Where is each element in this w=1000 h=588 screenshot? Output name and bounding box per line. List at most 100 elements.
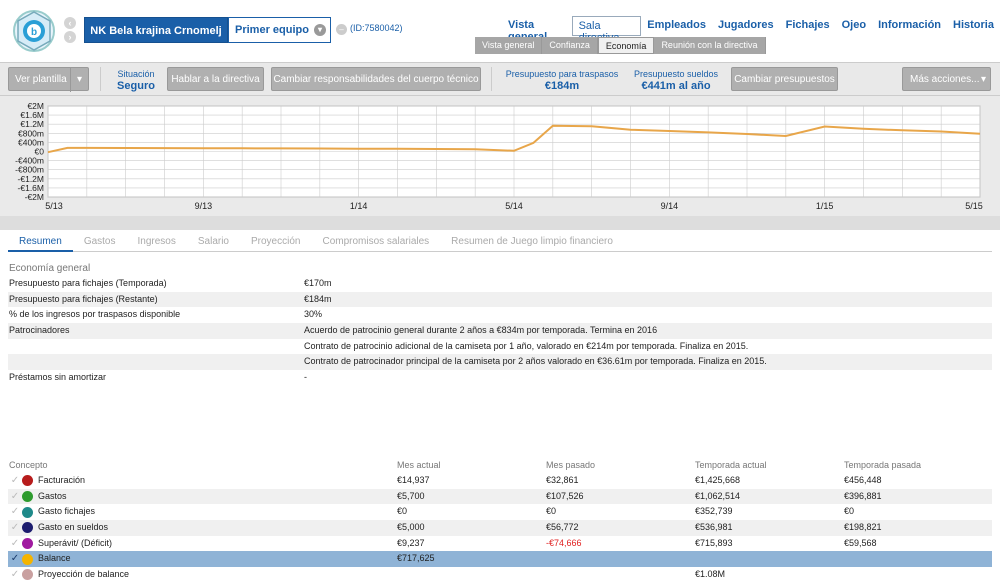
finance-row[interactable]: ✓ Gastos €5,700 €107,526 €1,062,514 €396,881 — [8, 488, 992, 505]
y-tick-label: €800m — [18, 128, 44, 138]
summary-row-value: 30% — [304, 309, 323, 320]
tab-gastos[interactable]: Gastos — [83, 236, 116, 247]
nav-informaci-n[interactable]: Información — [878, 19, 942, 31]
summary-title: Economía general — [9, 263, 91, 274]
splitter-bar[interactable] — [0, 216, 1000, 230]
concept-name: Proyección de balance — [38, 569, 130, 580]
balance-chart: €2M €1.6M €1.2M €800m €400m €0 -€400m -€800m -€1… — [0, 96, 1000, 216]
checkmark-icon[interactable]: ✓ — [10, 537, 20, 549]
concept-cell: ✓ Balance — [8, 551, 397, 567]
value-cell: €1,062,514 — [695, 490, 741, 501]
checkmark-icon[interactable]: ✓ — [10, 553, 20, 565]
view-template-button[interactable]: Ver plantilla ▾ — [8, 67, 89, 92]
x-tick-label: 9/13 — [195, 201, 213, 211]
subnav-vista-general[interactable]: Vista general — [475, 37, 543, 54]
club-name-button[interactable]: NK Bela krajina Crnomelj — [84, 17, 228, 43]
more-actions-label: Más acciones... — [910, 74, 980, 85]
wage-budget-value: €441m al año — [641, 80, 711, 92]
column-header[interactable]: Mes actual — [397, 460, 441, 470]
minus-icon[interactable]: – — [336, 24, 347, 35]
team-selector[interactable]: Primer equipo ▾ — [228, 17, 331, 43]
finance-row[interactable]: ✓ Gasto fichajes €0 €0 €352,739 €0 — [8, 504, 992, 520]
series-color-dot — [22, 538, 33, 550]
series-color-dot — [22, 506, 33, 518]
tab-salario[interactable]: Salario — [197, 236, 229, 247]
balance-line-chart: €2M€1.6M€1.2M€800m€400m€0-€400m-€800m-€1… — [15, 101, 983, 211]
summary-rows: Presupuesto para fichajes (Temporada) €17… — [8, 276, 992, 386]
series-color-dot — [22, 491, 33, 503]
value-cell: €0 — [844, 506, 855, 517]
chevron-down-icon[interactable]: ▾ — [314, 24, 326, 36]
finance-row[interactable]: ✓ Balance €717,625 — [8, 551, 992, 568]
summary-row-key: Patrocinadores — [9, 325, 70, 336]
column-header[interactable]: Concepto — [9, 460, 48, 470]
tab-resumen-de-juego-limpio-financiero[interactable]: Resumen de Juego limpio financiero — [451, 236, 613, 247]
summary-row-key — [8, 354, 304, 370]
subnav-reuni-n-con-la-directiva[interactable]: Reunión con la directiva — [654, 37, 766, 54]
value-cell — [546, 551, 695, 567]
value-cell: €352,739 — [695, 506, 733, 517]
tab-compromisos-salariales[interactable]: Compromisos salariales — [322, 236, 430, 247]
history-forward-button[interactable]: › — [64, 31, 76, 43]
finance-row[interactable]: ✓ Superávit/ (Déficit) €9,237 -€74,666 €715,… — [8, 536, 992, 552]
economy-summary: Economía general Presupuesto para fichaj… — [8, 262, 992, 386]
club-id: (ID:7580042) — [350, 23, 403, 33]
value-cell: €14,937 — [397, 475, 430, 485]
checkmark-icon[interactable]: ✓ — [10, 475, 20, 486]
view-template-label: Ver plantilla — [15, 74, 67, 85]
column-header[interactable]: Temporada pasada — [844, 460, 922, 470]
nav-empleados[interactable]: Empleados — [647, 19, 706, 31]
value-cell: €5,700 — [397, 490, 425, 501]
value-cell: €715,893 — [695, 537, 733, 548]
y-tick-label: -€2M — [25, 192, 44, 202]
nav-jugadores[interactable]: Jugadores — [717, 19, 774, 31]
column-header[interactable]: Temporada actual — [695, 460, 767, 470]
chevron-down-icon[interactable]: ▾ — [70, 68, 88, 92]
subnav-econom-a[interactable]: Economía — [597, 37, 655, 54]
y-tick-label: -€1.6M — [18, 183, 44, 193]
concept-name: Gasto en sueldos — [38, 522, 109, 533]
history-back-button[interactable]: ‹ — [64, 17, 76, 29]
more-actions-button[interactable]: Más acciones... ▾ — [902, 67, 991, 91]
change-staff-responsibilities-button[interactable]: Cambiar responsabilidades del cuerpo téc… — [271, 67, 481, 91]
talk-to-board-button[interactable]: Hablar a la directiva — [167, 67, 264, 91]
tab-resumen[interactable]: Resumen — [8, 232, 73, 252]
checkmark-icon[interactable]: ✓ — [10, 522, 20, 534]
tab-proyecci-n[interactable]: Proyección — [251, 236, 301, 247]
nav-sala-directiva[interactable]: Sala directiva — [571, 16, 642, 44]
tab-ingresos[interactable]: Ingresos — [137, 236, 176, 247]
y-tick-label: €2M — [27, 101, 44, 111]
checkmark-icon[interactable]: ✓ — [10, 569, 20, 581]
x-tick-label: 5/13 — [45, 201, 63, 211]
value-cell — [844, 567, 992, 583]
sub-navigation: Vista general Confianza Economía Reunión co… — [475, 37, 766, 54]
x-tick-label: 5/14 — [505, 201, 523, 211]
finance-row[interactable]: ✓ Facturación €14,937 €32,861 €1,425,668 €456… — [8, 473, 992, 489]
finance-table-body: ✓ Facturación €14,937 €32,861 €1,425,668 €456… — [8, 473, 992, 583]
y-tick-label: €1.2M — [20, 119, 44, 129]
y-tick-label: €400m — [18, 137, 44, 147]
column-header[interactable]: Mes pasado — [546, 460, 596, 470]
summary-row-value: Acuerdo de patrocinio general durante 2 … — [304, 325, 658, 336]
checkmark-icon[interactable]: ✓ — [10, 506, 20, 518]
finance-row[interactable]: ✓ Proyección de balance €1.08M — [8, 567, 992, 583]
subnav-confianza[interactable]: Confianza — [542, 37, 598, 54]
nav-fichajes[interactable]: Fichajes — [785, 19, 830, 31]
y-tick-label: €0 — [35, 147, 45, 157]
concept-cell: ✓ Superávit/ (Déficit) — [8, 536, 397, 552]
nav-vista-general[interactable]: Vista general — [508, 19, 547, 43]
summary-row-value: €170m — [304, 278, 332, 288]
y-tick-label: -€800m — [15, 165, 44, 175]
summary-row: % de los ingresos por traspasos disponib… — [8, 307, 992, 323]
nav-ojeo[interactable]: Ojeo — [841, 19, 867, 31]
change-budgets-button[interactable]: Cambiar presupuestos — [731, 67, 838, 91]
summary-row: Préstamos sin amortizar - — [8, 370, 992, 386]
concept-cell: ✓ Gasto fichajes — [8, 504, 397, 520]
situation-value: Seguro — [117, 80, 155, 92]
wage-budget-label: Presupuesto sueldos — [633, 69, 719, 79]
value-cell: -€74,666 — [546, 537, 582, 548]
nav-historia[interactable]: Historia — [953, 19, 994, 31]
checkmark-icon[interactable]: ✓ — [10, 490, 20, 502]
x-tick-label: 1/15 — [816, 201, 834, 211]
finance-row[interactable]: ✓ Gasto en sueldos €5,000 €56,772 €536,981 €1… — [8, 520, 992, 536]
